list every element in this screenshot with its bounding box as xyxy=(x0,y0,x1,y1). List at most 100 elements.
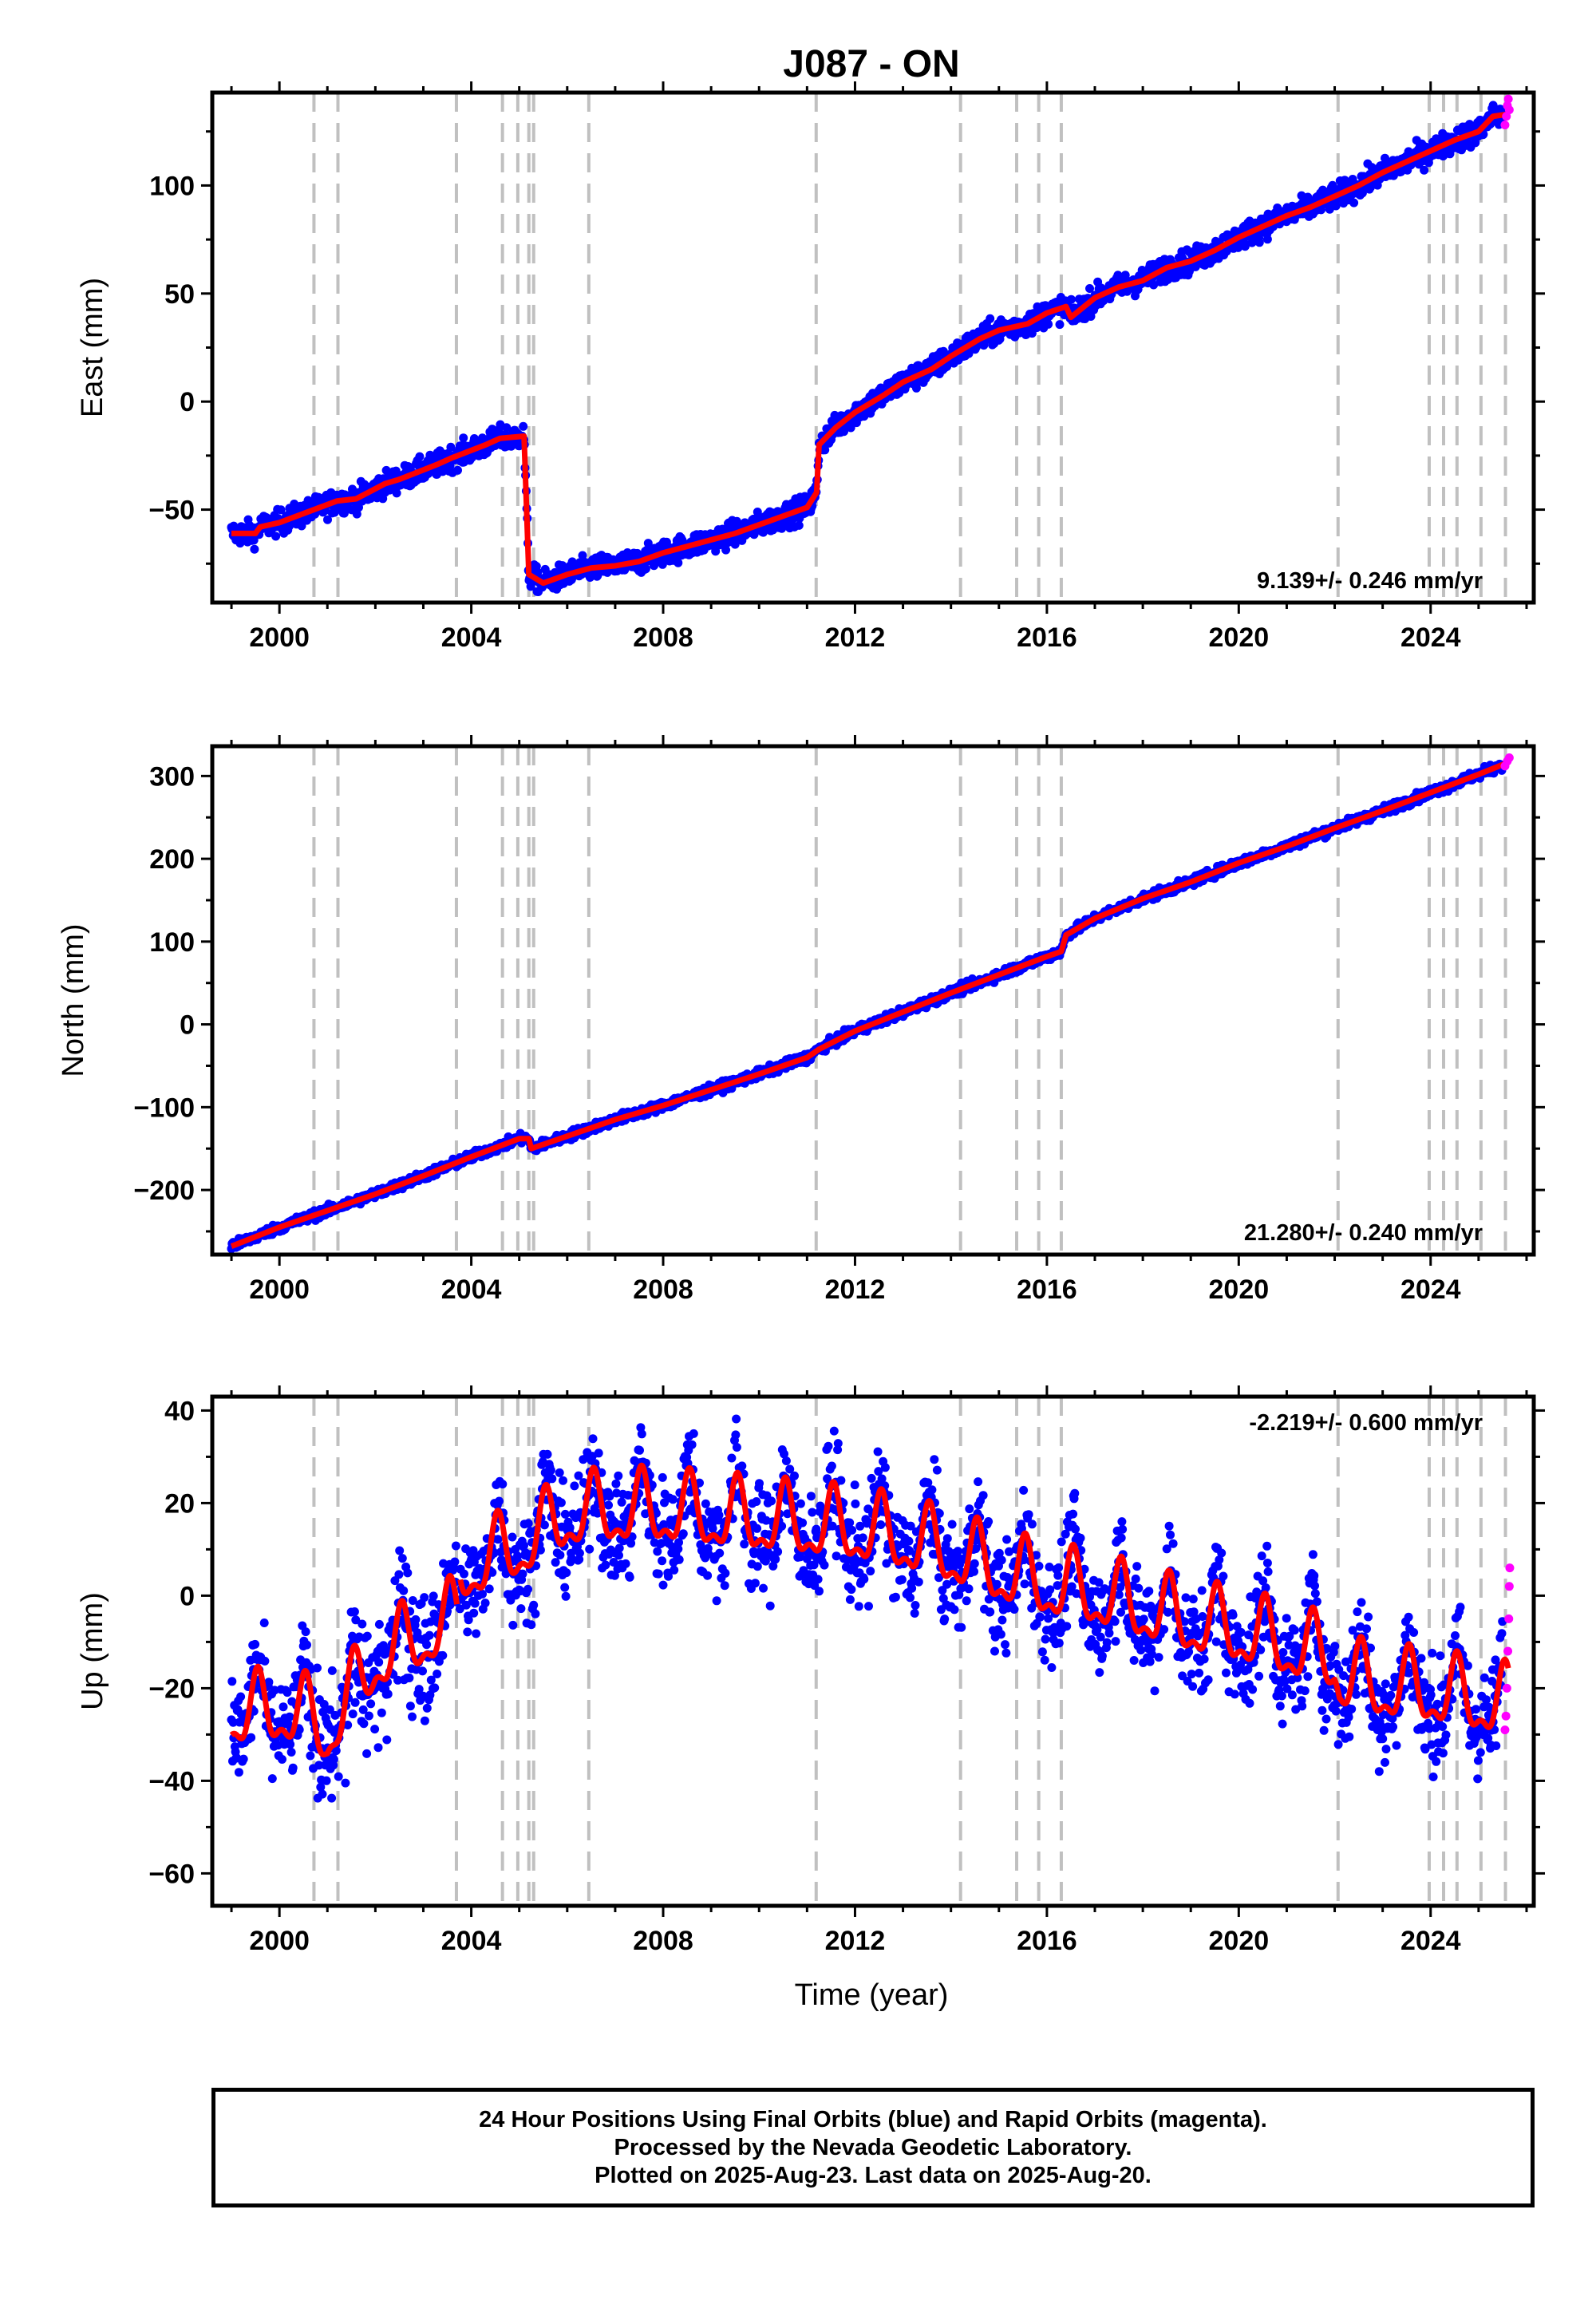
data-point xyxy=(730,539,740,549)
data-point xyxy=(641,564,650,574)
data-point xyxy=(753,508,762,516)
y-tick-label: 50 xyxy=(164,279,195,310)
data-point xyxy=(364,1711,373,1721)
data-point xyxy=(234,1768,243,1777)
x-tick-label: 2020 xyxy=(1209,1275,1270,1305)
data-point xyxy=(250,544,259,554)
rapid-point xyxy=(1500,121,1510,130)
north-panel: 2000 2004 2008 2012 2016 2020 2024−200−1000100… xyxy=(57,735,1545,1305)
data-point xyxy=(259,1618,269,1627)
data-point xyxy=(502,423,512,433)
data-point xyxy=(329,1755,338,1764)
data-point xyxy=(251,1639,260,1649)
data-point xyxy=(383,1690,393,1699)
data-point xyxy=(643,539,653,548)
plot-area xyxy=(227,93,1514,603)
y-tick-label: 0 xyxy=(180,387,195,417)
y-tick-label: −200 xyxy=(133,1176,195,1206)
data-point xyxy=(986,314,995,323)
x-tick-label: 2000 xyxy=(249,622,310,653)
data-point xyxy=(370,1725,380,1734)
plot-frame xyxy=(210,90,1536,605)
data-point xyxy=(358,1619,367,1629)
data-point xyxy=(260,1656,270,1666)
data-point xyxy=(1066,294,1076,304)
data-point xyxy=(318,1789,327,1799)
data-point xyxy=(392,488,401,498)
data-point xyxy=(405,1674,414,1682)
data-point xyxy=(374,1658,384,1667)
data-point xyxy=(820,445,830,455)
x-tick-label: 2016 xyxy=(1017,622,1077,653)
x-tick-label: 2012 xyxy=(825,1275,886,1305)
data-point xyxy=(288,1763,298,1773)
data-point xyxy=(323,515,332,524)
rate-label: 21.280+/- 0.240 mm/yr xyxy=(1244,1220,1483,1246)
x-tick-label: 2016 xyxy=(1017,1275,1077,1305)
x-tick-label: 2008 xyxy=(633,1275,693,1305)
y-tick-label: 0 xyxy=(180,1010,195,1041)
data-point xyxy=(459,433,468,443)
data-point xyxy=(519,421,528,431)
data-point xyxy=(1420,165,1429,175)
up-panel: 2000 2004 2008 2012 2016 2020 2024−60−40−20020… xyxy=(76,1385,1545,1956)
data-point xyxy=(362,1631,372,1641)
rapid-point xyxy=(1504,753,1514,763)
y-tick-label: 100 xyxy=(149,927,195,958)
figure-title: J087 - ON xyxy=(783,43,959,85)
data-point xyxy=(359,1719,369,1729)
data-point xyxy=(271,532,281,541)
data-point xyxy=(374,1619,384,1629)
plot-area xyxy=(227,1397,1515,1906)
data-point xyxy=(301,1627,310,1637)
data-point xyxy=(446,442,456,452)
data-point xyxy=(408,1712,417,1721)
y-tick-label: 100 xyxy=(149,171,195,201)
data-point xyxy=(846,423,855,433)
data-point xyxy=(267,1774,277,1784)
rate-label: 9.139+/- 0.246 mm/yr xyxy=(1257,568,1483,594)
data-point xyxy=(285,1712,294,1721)
data-point xyxy=(674,558,683,567)
data-point xyxy=(279,1702,288,1712)
data-point xyxy=(286,1748,296,1757)
data-point xyxy=(405,1701,415,1711)
y-axis-label: North (mm) xyxy=(57,923,90,1077)
x-tick-label: 2012 xyxy=(825,622,886,653)
y-tick-label: −50 xyxy=(148,496,195,526)
y-axis-label: East (mm) xyxy=(76,278,109,417)
data-point xyxy=(313,1663,322,1673)
x-tick-label: 2008 xyxy=(633,622,693,653)
data-point xyxy=(395,1546,405,1555)
rapid-point xyxy=(1504,105,1514,115)
data-point xyxy=(397,1554,407,1563)
data-point xyxy=(394,1570,404,1579)
data-point xyxy=(350,1697,360,1707)
x-tick-label: 2004 xyxy=(441,1275,502,1305)
data-point xyxy=(334,1772,343,1781)
data-point xyxy=(350,1607,359,1616)
data-point xyxy=(239,1754,248,1764)
data-point xyxy=(366,494,376,504)
data-point xyxy=(362,1749,372,1758)
plot-area xyxy=(227,746,1514,1255)
data-point xyxy=(247,1733,256,1742)
data-point xyxy=(227,1677,237,1686)
data-point xyxy=(373,1743,383,1753)
x-tick-label: 2024 xyxy=(1400,622,1461,653)
model-line xyxy=(228,760,1511,1249)
data-point xyxy=(415,452,425,461)
y-tick-label: 200 xyxy=(149,844,195,875)
data-point xyxy=(348,1709,358,1719)
data-point xyxy=(327,1793,337,1803)
data-point xyxy=(399,1586,409,1595)
data-point xyxy=(453,465,462,475)
model-line xyxy=(228,111,1511,587)
data-point xyxy=(1044,319,1053,329)
data-point xyxy=(382,1735,392,1745)
data-point xyxy=(1349,198,1359,207)
data-point xyxy=(1254,238,1264,247)
data-point xyxy=(411,1614,421,1624)
east-panel: 2000 2004 2008 2012 2016 2020 2024−50050100Eas… xyxy=(76,81,1545,653)
